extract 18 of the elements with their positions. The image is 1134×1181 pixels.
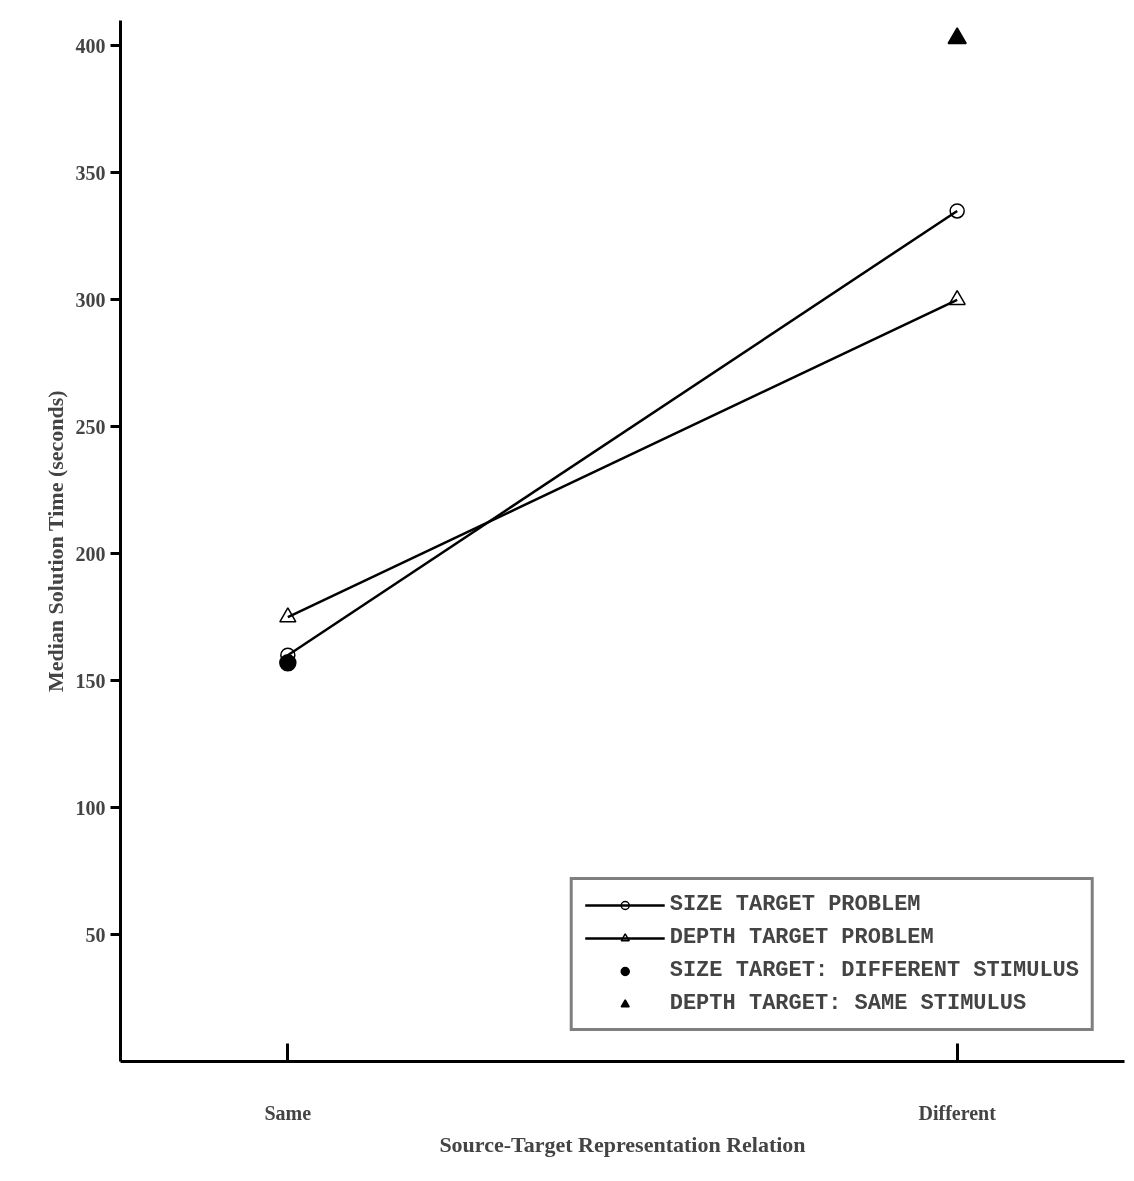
legend-label: DEPTH TARGET PROBLEM [669,925,934,950]
point [949,203,965,219]
y-tick-label: 100 [75,796,106,819]
legend-label: SIZE TARGET PROBLEM [669,892,921,917]
legend-label: DEPTH TARGET: SAME STIMULUS [669,991,1027,1016]
y-tick-label: 350 [75,161,106,184]
x-tick-label: Same [264,1101,312,1124]
y-axis-title: Median Solution Time (seconds) [42,390,68,693]
point [279,654,297,672]
y-tick-label: 200 [75,542,106,565]
y-tick-label: 50 [85,923,106,946]
y-tick-label: 400 [75,34,106,57]
legend-label: SIZE TARGET: DIFFERENT STIMULUS [669,958,1079,983]
x-tick-label: Different [918,1101,997,1124]
x-axis-title: Source-Target Representation Relation [439,1131,806,1157]
y-tick-label: 300 [75,288,106,311]
y-tick-label: 150 [75,669,106,692]
y-tick-label: 250 [75,415,106,438]
